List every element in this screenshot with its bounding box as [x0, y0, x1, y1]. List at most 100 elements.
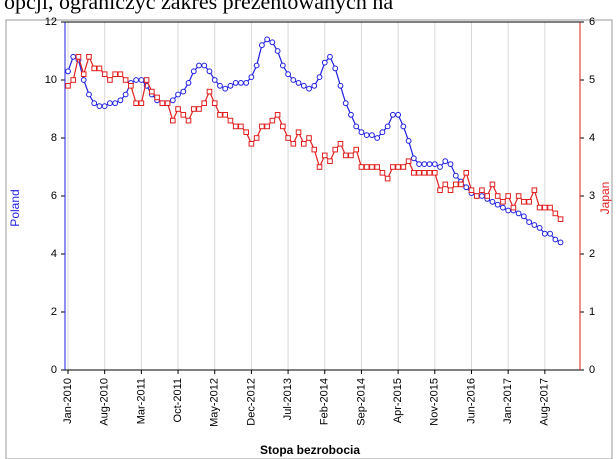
point: [285, 135, 291, 141]
point: [447, 161, 454, 168]
point: [217, 112, 223, 118]
point: [311, 146, 318, 153]
point: [552, 210, 559, 217]
point: [232, 80, 239, 86]
point: [65, 68, 71, 75]
point: [432, 170, 438, 176]
x-tick-label: Mar-2011: [135, 378, 147, 424]
point: [374, 135, 381, 141]
point: [337, 82, 344, 89]
y-tick-label: 2: [51, 306, 57, 318]
x-tick-label: Jul-2013: [282, 378, 294, 420]
point: [169, 97, 176, 104]
y-axis-title: Poland: [8, 189, 22, 226]
point: [332, 65, 339, 72]
point: [547, 230, 553, 237]
point: [222, 112, 228, 118]
point: [442, 158, 449, 165]
point: [379, 129, 386, 136]
point: [117, 71, 124, 78]
point: [159, 100, 166, 107]
point: [542, 204, 548, 211]
point: [112, 71, 118, 78]
point: [369, 164, 375, 170]
x-tick-label: May-2012: [209, 378, 221, 427]
point: [201, 100, 208, 107]
point: [264, 123, 270, 130]
point: [452, 172, 459, 179]
point: [248, 141, 255, 147]
point: [363, 164, 370, 170]
point: [259, 123, 265, 130]
point: [311, 82, 318, 89]
point: [206, 68, 213, 75]
point: [290, 77, 297, 83]
x-tick-label: Oct-2011: [172, 378, 184, 422]
point: [175, 91, 181, 98]
point: [101, 71, 108, 78]
point: [122, 91, 129, 98]
y2-tick-label: 3: [589, 190, 595, 202]
point: [363, 132, 370, 139]
page-text: opcji, ograniczyć zakres prezentowanych …: [4, 0, 394, 14]
point: [411, 170, 417, 176]
point: [285, 71, 291, 78]
point: [300, 82, 307, 89]
point: [374, 164, 380, 170]
point: [520, 213, 527, 220]
point: [86, 91, 92, 98]
point: [227, 82, 234, 89]
point: [306, 85, 312, 92]
x-tick-label: Dec-2012: [245, 378, 257, 426]
point: [400, 164, 407, 170]
y2-tick-label: 6: [589, 16, 595, 28]
x-tick-label: Jun-2016: [465, 378, 477, 424]
point: [337, 141, 344, 147]
point: [358, 164, 365, 170]
point: [91, 65, 98, 72]
point: [222, 85, 229, 92]
x-tick-label: Jan-2010: [62, 378, 74, 424]
point: [280, 123, 286, 130]
point: [389, 111, 396, 118]
point: [500, 204, 506, 211]
point: [238, 80, 244, 86]
point: [342, 100, 349, 107]
point: [342, 152, 349, 159]
point: [128, 83, 134, 89]
point: [395, 164, 401, 170]
point: [384, 175, 391, 182]
point: [526, 199, 532, 205]
x-tick-label: Feb-2014: [319, 378, 331, 425]
point: [201, 62, 208, 69]
point: [75, 54, 82, 60]
point: [390, 164, 396, 170]
point: [526, 219, 533, 226]
point: [217, 82, 223, 89]
point: [431, 161, 438, 168]
y2-tick-label: 1: [589, 306, 595, 318]
point: [557, 216, 564, 222]
point: [510, 204, 517, 211]
point: [458, 181, 464, 188]
point: [421, 170, 428, 176]
point: [321, 59, 328, 66]
point: [452, 181, 459, 188]
point: [180, 112, 187, 118]
y-tick-label: 0: [51, 364, 57, 376]
point: [500, 199, 506, 205]
point: [196, 62, 202, 69]
point: [96, 65, 103, 72]
point: [301, 141, 307, 147]
point: [494, 193, 501, 199]
point: [536, 204, 543, 211]
point: [185, 80, 192, 86]
point: [463, 184, 470, 191]
point: [164, 100, 171, 107]
point: [437, 164, 443, 170]
point: [505, 207, 512, 214]
point: [107, 77, 113, 83]
point: [133, 100, 139, 107]
point: [410, 155, 417, 162]
